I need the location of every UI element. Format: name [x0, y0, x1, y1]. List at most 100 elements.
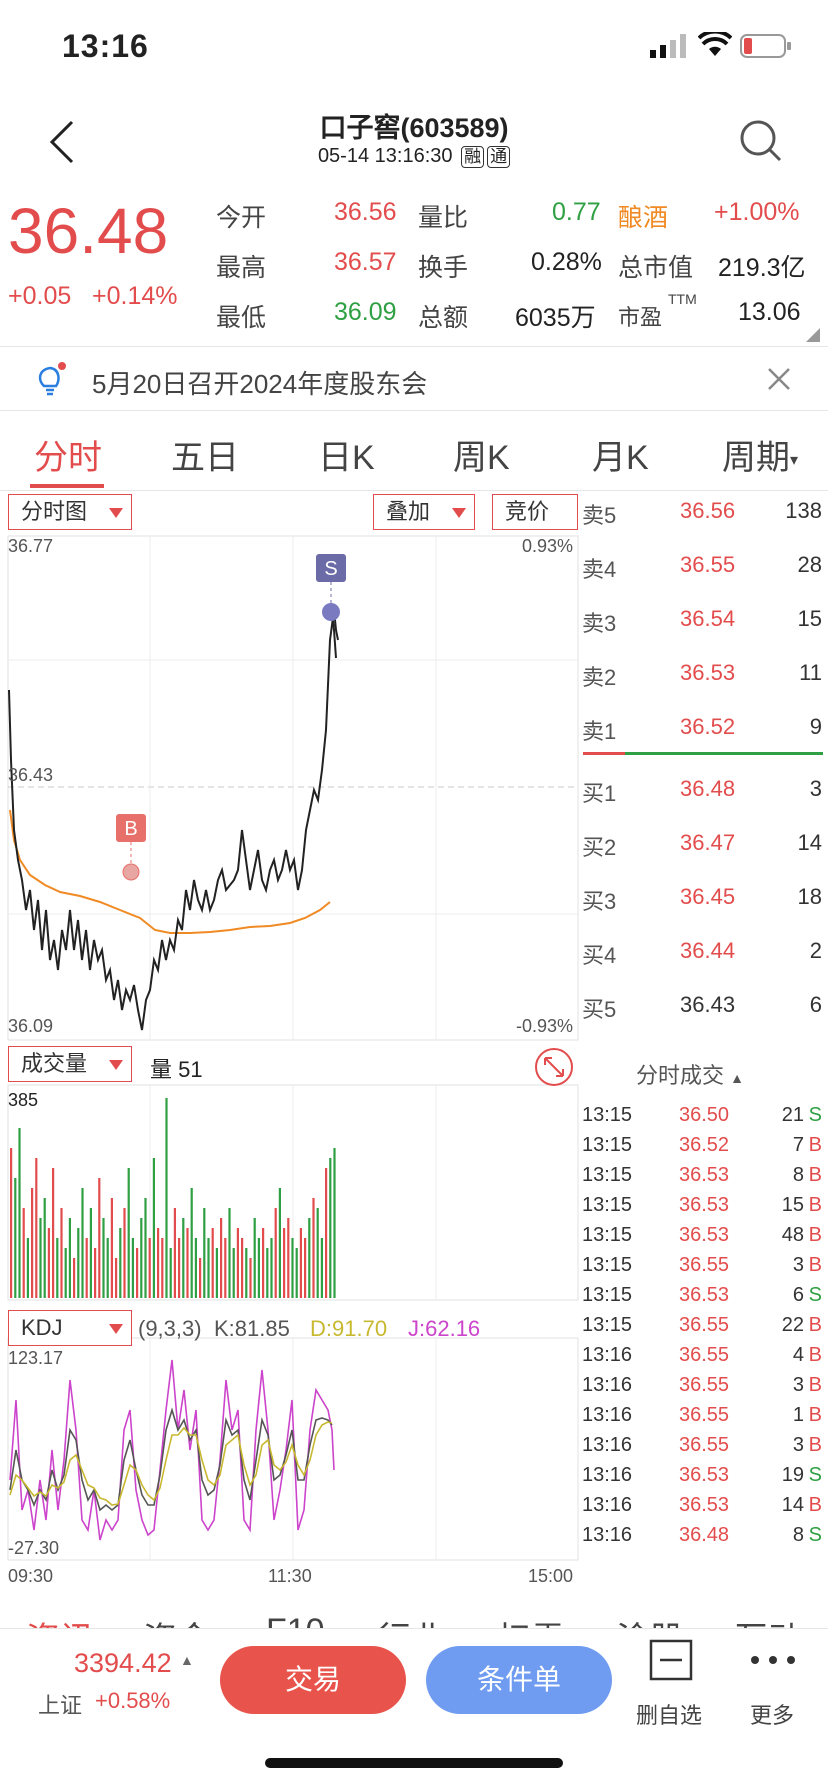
info-tab-interact[interactable]: 互动	[734, 1612, 802, 1632]
sell-point	[322, 603, 340, 621]
bid-price: 36.45	[680, 884, 736, 909]
tick-time: 13:15	[582, 1194, 633, 1216]
info-tab-funds[interactable]: 资金	[143, 1612, 211, 1632]
volume-bar	[56, 1238, 59, 1298]
trade-button[interactable]: 交易	[220, 1646, 406, 1714]
intraday-chart[interactable]: B S	[0, 530, 580, 1590]
tick-row: 13:15 36.53 48 B	[582, 1224, 822, 1250]
volume-indicator-select[interactable]: 成交量	[8, 1046, 132, 1082]
bid-volume: 18	[797, 884, 822, 909]
volume-bar	[304, 1238, 307, 1298]
tick-row: 13:16 36.55 3 B	[582, 1434, 822, 1460]
tick-direction: S	[808, 1524, 822, 1546]
info-tab-industry[interactable]: 行业	[377, 1612, 445, 1632]
tab-five-day[interactable]: 五日	[171, 439, 239, 477]
remove-favorite-button[interactable]: 删自选	[636, 1638, 706, 1728]
tick-direction: S	[808, 1464, 822, 1486]
fullscreen-icon[interactable]	[533, 1046, 575, 1088]
info-tab-stocks[interactable]: 涂股	[616, 1612, 684, 1632]
search-icon[interactable]	[738, 118, 784, 164]
tick-direction: B	[808, 1374, 822, 1396]
volume-bar	[165, 1098, 168, 1298]
pe-label: 市盈	[618, 305, 663, 330]
datetime-text: 05-14 13:16:30	[317, 145, 453, 167]
volume-bar	[68, 1218, 71, 1298]
tab-daily-k[interactable]: 日K	[318, 439, 375, 477]
tick-volume: 7	[792, 1134, 804, 1156]
buy-marker[interactable]	[116, 814, 146, 842]
bid-row[interactable]: 买2 36.47 14	[582, 830, 822, 860]
ask-level-label: 卖4	[582, 557, 617, 582]
ask-row[interactable]: 卖5 36.56 138	[582, 498, 822, 528]
auction-label: 竞价	[505, 499, 550, 524]
tick-volume: 21	[781, 1104, 804, 1126]
expand-corner-icon[interactable]	[806, 328, 820, 342]
margin-tag: 融	[461, 146, 485, 168]
ask-row[interactable]: 卖1 36.52 9	[582, 714, 822, 744]
info-tab-risk[interactable]: 扫雷	[497, 1612, 565, 1632]
high-value: 36.57	[334, 248, 397, 276]
kdj-j-value: J:62.16	[408, 1316, 481, 1341]
sell-marker[interactable]	[316, 554, 346, 582]
info-tab-f10[interactable]: F10	[266, 1612, 325, 1632]
price-change-pct: +0.14%	[92, 282, 178, 310]
kdj-indicator-select[interactable]: KDJ	[8, 1310, 132, 1346]
volume-bar	[18, 1128, 21, 1298]
auction-button[interactable]: 竞价	[492, 494, 578, 530]
chart-mode-select[interactable]: 分时图	[8, 494, 132, 530]
info-tab-news[interactable]: 资讯	[26, 1612, 94, 1632]
volume-bar	[173, 1208, 176, 1298]
overlay-select[interactable]: 叠加	[373, 494, 475, 530]
tick-volume: 3	[792, 1254, 804, 1276]
turnover-value: 0.28%	[531, 248, 602, 276]
kdj-j-line	[9, 1359, 335, 1541]
tab-monthly-k[interactable]: 月K	[592, 439, 649, 477]
more-button[interactable]: 更多	[742, 1638, 802, 1728]
volume-bar	[140, 1218, 143, 1298]
volratio-label: 量比	[418, 204, 469, 232]
ask-row[interactable]: 卖4 36.55 28	[582, 552, 822, 582]
index-pct: +0.58%	[95, 1688, 171, 1713]
time-axis-start: 09:30	[8, 1566, 54, 1586]
volume-bar	[194, 1238, 197, 1298]
bid-level-label: 买4	[582, 943, 617, 968]
ticks-title[interactable]: 分时成交 ▲	[636, 1058, 744, 1090]
volume-bar	[232, 1248, 235, 1298]
close-icon[interactable]	[767, 367, 791, 391]
tab-weekly-k[interactable]: 周K	[453, 439, 510, 477]
back-icon[interactable]	[46, 118, 86, 168]
overlay-label: 叠加	[386, 499, 431, 524]
bid-level-label: 买5	[582, 997, 617, 1022]
notice-bar[interactable]: 5月20日召开2024年度股东会	[0, 350, 828, 410]
volume-bar	[152, 1158, 155, 1298]
tick-price: 36.55	[679, 1374, 730, 1396]
sector-link[interactable]: 酿酒	[618, 204, 669, 232]
bid-row[interactable]: 买4 36.44 2	[582, 938, 822, 968]
tab-period[interactable]: 周期▾	[722, 430, 798, 479]
volume-bar	[81, 1188, 84, 1298]
tick-direction: B	[808, 1344, 822, 1366]
volume-bar	[89, 1208, 92, 1298]
volume-bar	[325, 1168, 328, 1298]
volume-bar	[262, 1228, 265, 1298]
volratio-value: 0.77	[552, 198, 601, 226]
price-change: +0.05	[8, 282, 72, 310]
bid-row[interactable]: 买5 36.43 6	[582, 992, 822, 1022]
ask-row[interactable]: 卖2 36.53 11	[582, 660, 822, 690]
tick-time: 13:16	[582, 1464, 633, 1486]
tick-row: 13:16 36.53 14 B	[582, 1494, 822, 1520]
bid-row[interactable]: 买1 36.48 3	[582, 776, 822, 806]
volume-bar	[308, 1218, 311, 1298]
divider	[0, 490, 828, 491]
pct-axis-bottom: -0.93%	[516, 1016, 574, 1036]
dropdown-icon	[452, 508, 466, 518]
price-axis-top: 36.77	[8, 536, 54, 556]
pct-axis-top: 0.93%	[522, 536, 574, 556]
tab-intraday[interactable]: 分时	[34, 439, 102, 477]
condition-order-button[interactable]: 条件单	[426, 1646, 612, 1714]
tick-time: 13:16	[582, 1374, 633, 1396]
ask-row[interactable]: 卖3 36.54 15	[582, 606, 822, 636]
bid-row[interactable]: 买3 36.45 18	[582, 884, 822, 914]
divider	[0, 346, 828, 347]
volume-bar	[190, 1188, 193, 1298]
